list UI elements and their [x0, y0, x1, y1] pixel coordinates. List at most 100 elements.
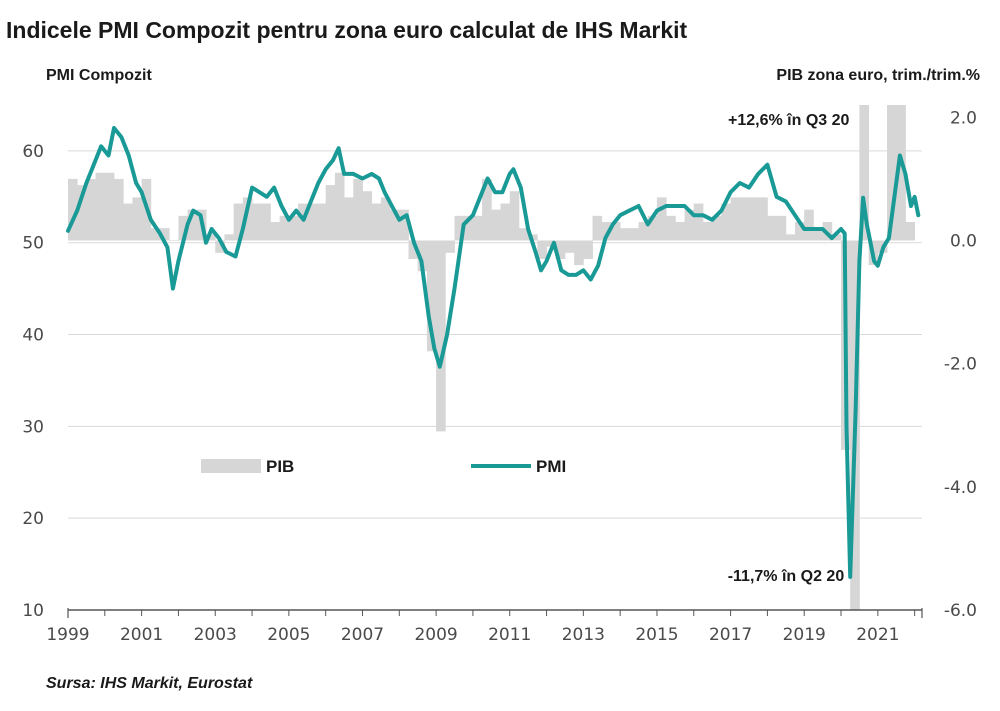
pib-bar	[334, 172, 345, 241]
pib-bar	[104, 172, 115, 241]
pib-bar	[233, 203, 244, 241]
pib-bar	[537, 240, 547, 259]
pib-bar	[463, 215, 474, 241]
legend-label-pib: PIB	[266, 457, 294, 476]
pib-bar	[325, 185, 336, 241]
pib-bar	[445, 240, 455, 253]
x-tick-label: 2005	[267, 625, 310, 645]
x-tick-label: 2019	[783, 625, 826, 645]
pib-bar	[426, 240, 437, 352]
pib-bar	[215, 240, 225, 253]
pib-bar	[160, 228, 170, 241]
pib-bar	[592, 215, 603, 241]
x-tick-label: 2009	[414, 625, 457, 645]
x-tick-label: 2003	[194, 625, 237, 645]
left-axis-title: PMI Compozit	[46, 67, 152, 84]
pib-bar	[739, 197, 750, 241]
pib-bar	[656, 197, 667, 241]
right-axis-title: PIB zona euro, trim./trim.%	[776, 67, 980, 84]
right-tick-label: -2.0	[944, 355, 977, 375]
pib-bar	[436, 240, 446, 432]
pib-bars	[68, 105, 916, 611]
pib-bar	[417, 240, 428, 272]
right-tick-label: -6.0	[944, 601, 977, 621]
pib-bar	[77, 185, 87, 241]
left-tick-label: 60	[22, 142, 44, 162]
pib-bar	[776, 215, 787, 241]
pib-bar	[712, 215, 722, 241]
pib-bar	[896, 105, 906, 241]
left-tick-label: 40	[22, 326, 44, 346]
pib-bar	[813, 228, 824, 241]
pib-bar	[647, 215, 658, 241]
pmi-line	[66, 126, 921, 579]
legend: PIB PMI	[201, 457, 566, 476]
axes: 10 20 30 40 50 60 -6.0 -4.0 -2.0 0.0 2.0 1999 2001 20…	[22, 108, 977, 645]
pib-bar	[583, 240, 593, 259]
pib-bar	[905, 222, 916, 241]
pib-bar	[859, 105, 870, 241]
pib-bar	[279, 215, 290, 241]
pib-bar	[178, 215, 189, 241]
pib-bar	[684, 209, 695, 241]
pib-bar	[390, 209, 400, 241]
pib-bar	[482, 178, 492, 241]
pib-bar	[620, 228, 630, 241]
pib-bar	[95, 172, 106, 241]
pib-bar	[270, 222, 281, 241]
pib-bar	[123, 203, 133, 241]
pib-bar	[371, 203, 382, 241]
left-tick-label: 20	[22, 509, 44, 529]
x-tick-label: 2017	[709, 625, 752, 645]
pib-bar	[601, 222, 612, 241]
pib-bar	[730, 197, 741, 241]
legend-label-pmi: PMI	[536, 457, 566, 476]
legend-swatch-pib	[201, 459, 261, 473]
gridlines	[68, 150, 922, 519]
right-tick-label: 2.0	[950, 108, 977, 128]
x-tick-label: 2015	[635, 625, 678, 645]
pib-bar	[758, 197, 768, 241]
pib-bar	[353, 178, 363, 241]
pib-bar	[804, 209, 814, 241]
pib-bar	[638, 222, 649, 241]
pib-bar	[261, 203, 271, 241]
right-tick-label: 0.0	[950, 231, 977, 251]
pib-bar	[831, 234, 842, 241]
pib-bar	[675, 222, 685, 241]
pib-bar	[252, 203, 262, 241]
pib-bar	[528, 234, 538, 241]
pib-bar	[132, 197, 143, 241]
x-tick-label: 2007	[341, 625, 384, 645]
pib-bar	[298, 203, 308, 241]
x-tick-label: 2001	[120, 625, 163, 645]
right-tick-label: -4.0	[944, 478, 977, 498]
pib-bar	[564, 240, 575, 253]
pib-bar	[509, 191, 520, 241]
pib-bar	[721, 203, 731, 241]
pib-bar	[546, 240, 557, 247]
pib-bar	[472, 215, 483, 241]
x-tick-label: 2011	[488, 625, 531, 645]
pib-bar	[785, 234, 796, 241]
pib-bar	[500, 203, 511, 241]
annotations: +12,6% în Q3 20 -11,7% în Q2 20	[728, 112, 850, 585]
pib-bar	[288, 215, 299, 241]
pib-bar	[187, 209, 198, 241]
annotation-q2-2020: -11,7% în Q2 20	[728, 568, 845, 585]
pib-bar	[518, 228, 529, 241]
pib-bar	[702, 222, 713, 241]
x-tick-label: 2013	[562, 625, 605, 645]
x-tick-label: 2021	[856, 625, 899, 645]
pib-bar	[362, 191, 373, 241]
pib-bar	[408, 240, 419, 259]
pib-bar	[169, 240, 179, 241]
pib-bar	[380, 197, 391, 241]
pib-bar	[307, 203, 317, 241]
pib-bar	[693, 203, 704, 241]
x-tick-label: 1999	[46, 625, 89, 645]
pib-bar	[491, 209, 501, 241]
pib-bar	[242, 197, 253, 241]
pib-bar	[666, 215, 676, 241]
